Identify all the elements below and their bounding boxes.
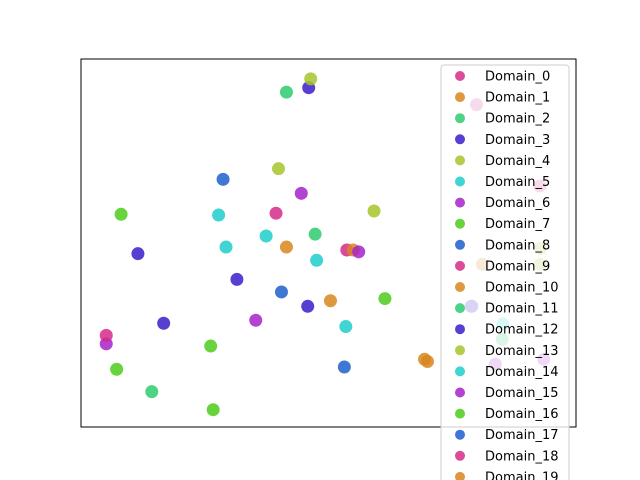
legend-label-domain-0: Domain_0: [485, 70, 550, 85]
legend-marker-domain-8: [455, 239, 465, 250]
legend-marker-domain-7: [455, 218, 465, 229]
legend-label-domain-5: Domain_5: [485, 175, 550, 190]
legend-frame: [440, 64, 570, 480]
legend-marker-domain-19: [455, 471, 465, 480]
legend-marker-domain-6: [455, 197, 465, 208]
point-domain-3-3: [301, 299, 315, 313]
legend-marker-domain-12: [455, 324, 465, 335]
legend-marker-domain-10: [455, 282, 465, 292]
legend-label-domain-7: Domain_7: [485, 217, 550, 232]
legend-label-domain-11: Domain_11: [485, 302, 559, 317]
legend-label-domain-15: Domain_15: [485, 386, 559, 401]
legend-marker-domain-9: [455, 260, 465, 271]
point-domain-5-1: [219, 240, 233, 254]
legend-marker-domain-5: [455, 176, 465, 187]
point-domain-11-0: [308, 227, 322, 241]
point-domain-7-3: [110, 362, 124, 376]
legend-label-domain-16: Domain_16: [485, 407, 559, 422]
point-domain-6-0: [294, 186, 308, 200]
point-domain-7-2: [204, 339, 218, 353]
legend-label-domain-18: Domain_18: [485, 449, 559, 464]
legend-marker-domain-16: [455, 408, 465, 419]
legend-label-domain-19: Domain_19: [485, 470, 559, 480]
legend-label-domain-9: Domain_9: [485, 259, 550, 274]
legend-marker-domain-13: [455, 345, 465, 356]
point-domain-3-1: [230, 272, 244, 286]
legend-label-domain-10: Domain_10: [485, 281, 559, 296]
legend-label-domain-2: Domain_2: [485, 112, 550, 127]
point-domain-3-2: [157, 316, 171, 330]
legend-label-domain-6: Domain_6: [485, 196, 550, 211]
legend-marker-domain-11: [455, 303, 465, 314]
legend-label-domain-1: Domain_1: [485, 91, 550, 106]
legend-marker-domain-3: [455, 134, 465, 145]
point-domain-10-0: [421, 354, 434, 368]
legend-marker-domain-18: [455, 450, 465, 461]
point-domain-1-2: [323, 294, 337, 308]
legend-marker-domain-2: [455, 113, 465, 124]
legend-label-domain-12: Domain_12: [485, 323, 559, 338]
legend-label-domain-17: Domain_17: [485, 428, 559, 443]
point-domain-0-1: [269, 206, 283, 220]
point-domain-3-0: [131, 247, 145, 261]
point-domain-6-1: [352, 245, 366, 259]
point-domain-2-0: [279, 85, 293, 99]
point-domain-8-2: [337, 360, 351, 374]
legend-label-domain-3: Domain_3: [485, 133, 550, 148]
axes-frame: [80, 58, 577, 428]
point-domain-5-0: [212, 208, 226, 222]
point-domain-5-3: [310, 253, 324, 267]
point-domain-4-0: [304, 72, 318, 86]
legend-marker-domain-0: [455, 71, 465, 81]
point-domain-7-0: [114, 207, 128, 221]
legend-marker-domain-14: [455, 366, 465, 377]
point-domain-8-1: [274, 285, 288, 299]
legend-label-domain-4: Domain_4: [485, 154, 550, 169]
legend-label-domain-14: Domain_14: [485, 365, 559, 380]
legend-marker-domain-4: [455, 155, 465, 166]
legend-label-domain-13: Domain_13: [485, 344, 559, 359]
point-domain-5-2: [259, 229, 273, 243]
legend-marker-domain-15: [455, 387, 465, 398]
point-domain-16-0: [206, 403, 220, 417]
legend-label-domain-8: Domain_8: [485, 238, 550, 253]
legend-marker-domain-1: [455, 92, 465, 103]
legend-marker-domain-17: [455, 429, 465, 440]
point-domain-1-1: [279, 240, 293, 254]
point-domain-6-2: [249, 313, 263, 327]
point-domain-8-0: [216, 172, 230, 186]
point-domain-5-4: [339, 320, 353, 334]
point-domain-11-1: [145, 385, 159, 399]
point-domain-7-1: [378, 292, 392, 306]
point-domain-4-2: [367, 204, 381, 218]
legend: Domain_0 Domain_1 Domain_2 Domain_3 Domain_4…: [440, 64, 570, 480]
point-domain-9-0: [99, 328, 113, 342]
point-domain-4-1: [272, 162, 286, 176]
